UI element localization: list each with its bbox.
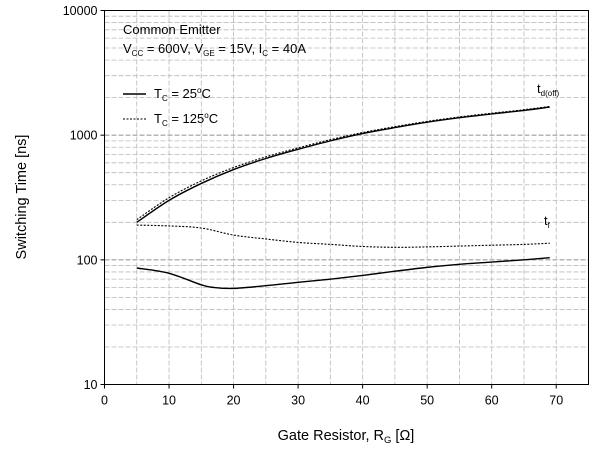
- series-layer: [136, 105, 550, 290]
- curve-label-tf: tf: [544, 213, 551, 230]
- grid: [104, 10, 589, 385]
- x-tick-label: 70: [549, 394, 563, 408]
- x-tick-label: 0: [101, 394, 108, 408]
- y-tick-label: 100: [77, 253, 98, 267]
- legend-entry-25c: TC = 25oC: [154, 86, 211, 103]
- y-axis-title: Switching Time [ns]: [14, 135, 30, 260]
- ticks: [100, 10, 557, 389]
- x-axis-title: Gate Resistor, RG [Ω]: [278, 428, 415, 446]
- curve-label-td-off: td(off): [537, 81, 559, 98]
- series-line-0: [136, 106, 550, 223]
- condition-line-1: Common Emitter: [123, 22, 221, 37]
- plot-frame: [104, 10, 589, 385]
- x-tick-label: 40: [356, 394, 370, 408]
- legend: TC = 25oC TC = 125oC: [123, 86, 218, 128]
- series-line-1: [136, 105, 550, 221]
- x-tick-label: 20: [227, 394, 241, 408]
- x-tick-label: 50: [420, 394, 434, 408]
- y-tick-label: 1000: [70, 129, 98, 143]
- x-tick-label: 60: [485, 394, 499, 408]
- legend-entry-125c: TC = 125oC: [154, 111, 218, 128]
- y-tick-label: 10: [84, 378, 98, 392]
- series-line-2: [136, 224, 550, 248]
- condition-line-2: VCC = 600V, VGE = 15V, IC = 40A: [123, 41, 306, 58]
- series-line-3: [136, 257, 550, 290]
- y-tick-label: 10000: [63, 4, 98, 18]
- x-tick-label: 10: [162, 394, 176, 408]
- x-tick-label: 30: [291, 394, 305, 408]
